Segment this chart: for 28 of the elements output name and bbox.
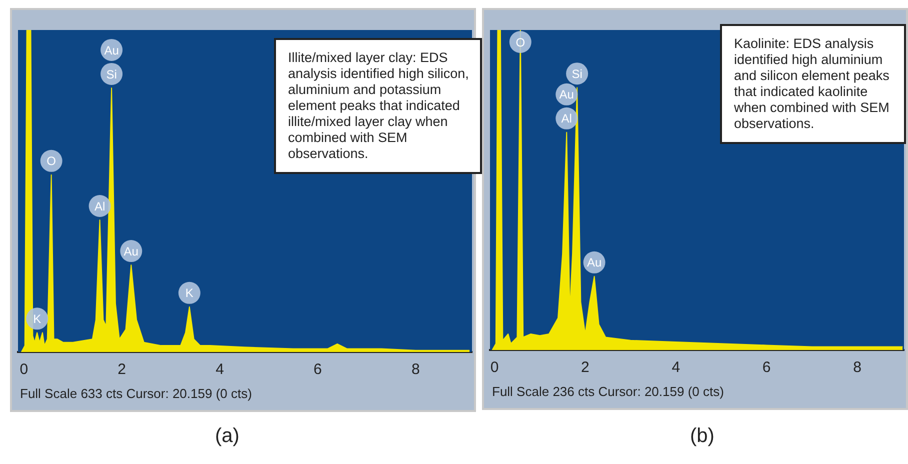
annotation: Au xyxy=(586,256,602,270)
x-tick-label: 4 xyxy=(216,361,224,378)
annotation: Au xyxy=(559,88,574,102)
annotation: Al xyxy=(94,199,106,214)
x-tick-label: 2 xyxy=(581,359,590,376)
annotation: Si xyxy=(106,67,117,82)
annotation: Si xyxy=(572,66,582,81)
x-tick-label: 0 xyxy=(490,359,499,376)
text: Full Scale 633 cts Cursor: 20.159 (0 cts) xyxy=(20,386,252,401)
annotation: Au xyxy=(104,43,119,58)
annotation: Illite/mixed layer clay: EDS analysis identified high silicon, aluminium and potassium element peaks that indicated illite/mixed layer clay when combined with SEM observations. xyxy=(274,38,482,174)
x-tick-label: 6 xyxy=(314,361,322,378)
text: Full Scale 236 cts Cursor: 20.159 (0 cts) xyxy=(492,384,724,399)
text: (a) xyxy=(215,425,240,448)
x-tick-label: 2 xyxy=(118,361,126,378)
annotation: Kaolinite: EDS analysis identified high aluminium and silicon element peaks that indicated kaolinite when combined with SEM observations. xyxy=(720,24,906,144)
annotation: Au xyxy=(124,244,138,258)
x-tick-label: 6 xyxy=(762,359,771,376)
text: (b) xyxy=(690,425,714,448)
annotation: O xyxy=(46,154,56,168)
x-tick-label: 8 xyxy=(412,361,420,378)
annotation: Al xyxy=(561,112,572,126)
x-tick-label: 4 xyxy=(672,359,680,376)
annotation: K xyxy=(33,312,42,326)
annotation: K xyxy=(185,286,194,300)
x-tick-label: 8 xyxy=(853,359,862,376)
x-tick-label: 0 xyxy=(20,361,28,378)
annotation: O xyxy=(516,35,526,50)
